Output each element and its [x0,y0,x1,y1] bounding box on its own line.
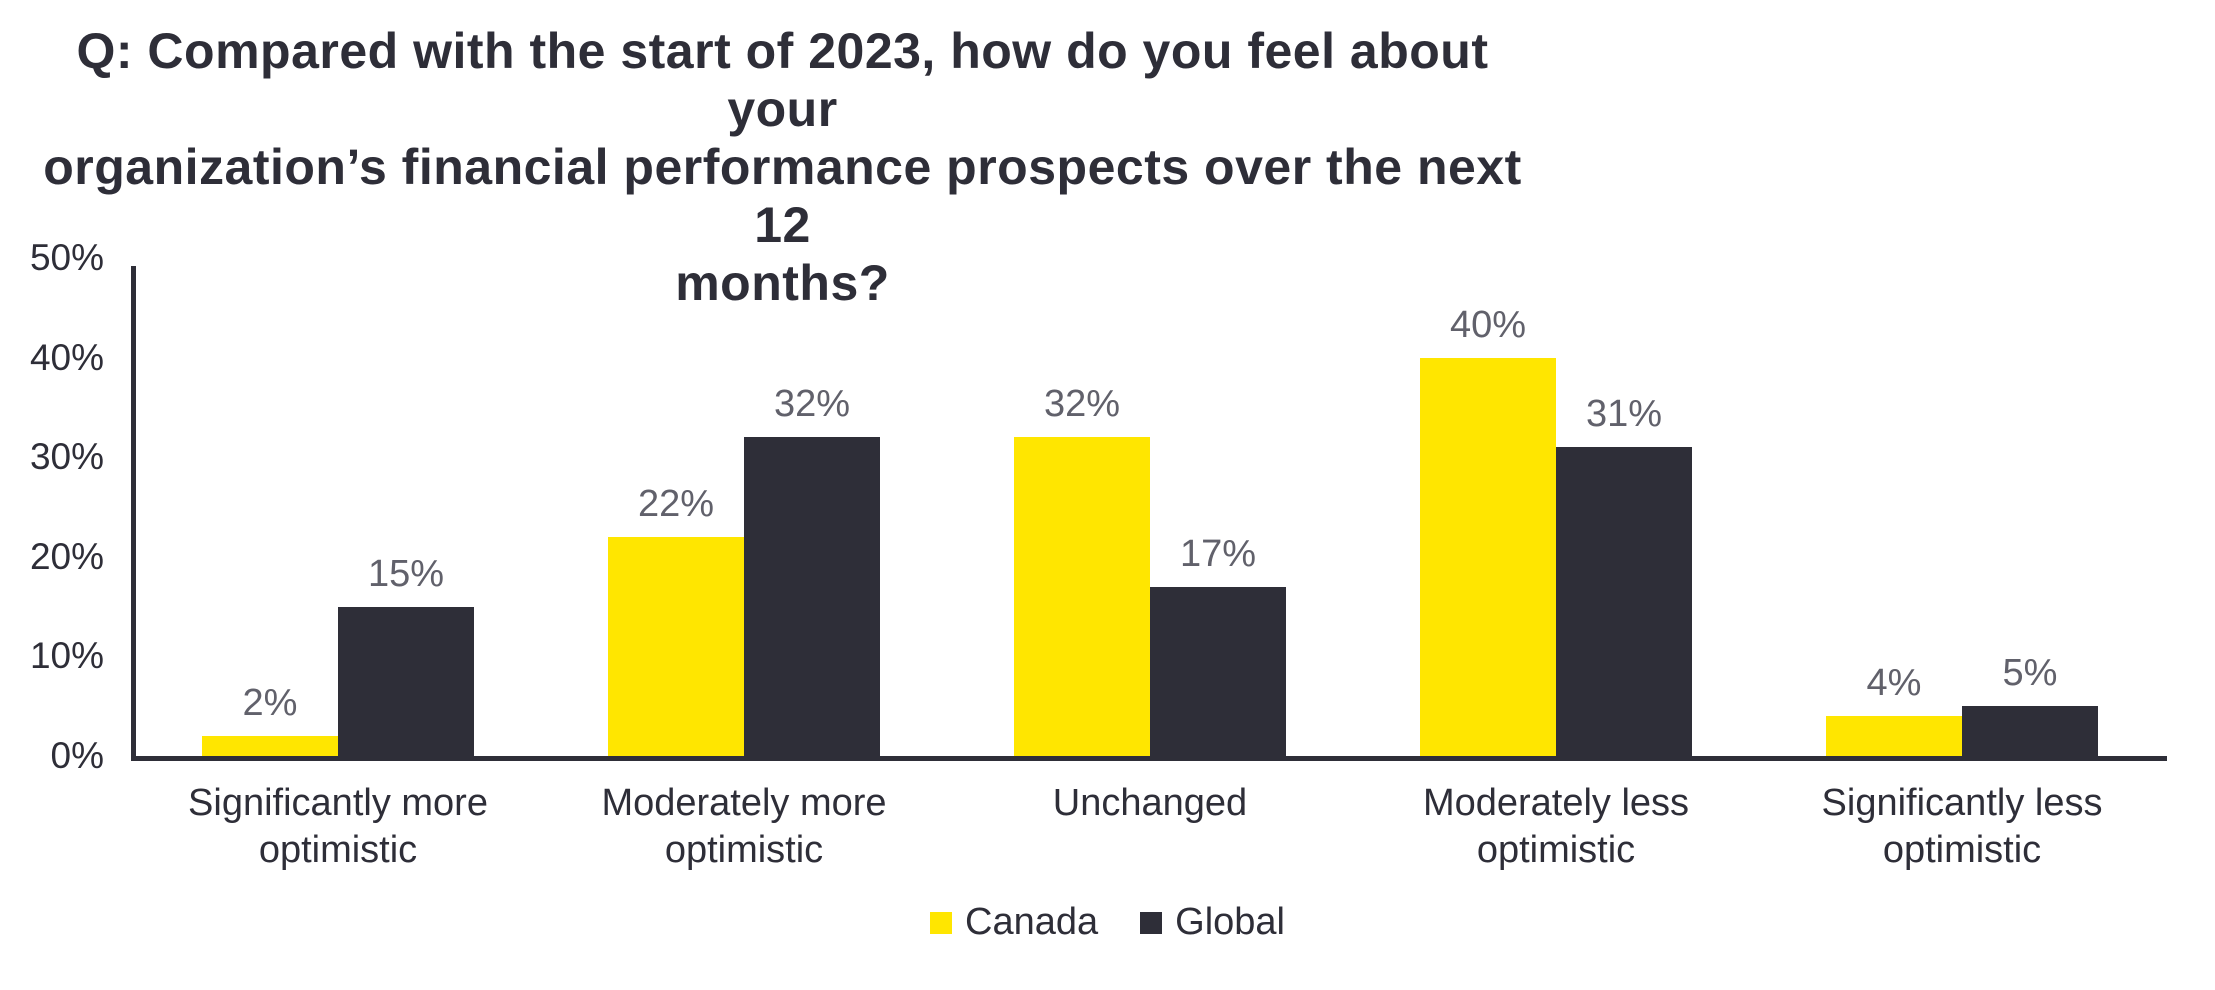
bar-value-label: 17% [1179,532,1257,575]
category-label: Moderately more optimistic [601,782,887,871]
legend-item-canada: Canada [930,901,1098,944]
y-tick-label: 20% [29,535,104,577]
legend-label: Global [1175,901,1285,943]
legend: Canada Global [0,901,2215,944]
bar-canada-5 [1826,716,1962,756]
y-tick-label: 0% [50,735,104,776]
bar-value-label: 40% [1449,303,1527,346]
bar-value-label: 15% [367,552,445,595]
bar-value-label: 5% [2002,652,2058,695]
chart-title: Q: Compared with the start of 2023, how … [20,22,1545,312]
legend-label: Canada [965,901,1099,943]
category-label: Unchanged [1052,782,1248,824]
bar-canada-3 [1014,437,1150,756]
chart-title-line-3: months? [675,255,890,311]
legend-item-global: Global [1140,901,1285,944]
bar-global-4 [1556,447,1692,756]
category-label: Significantly more optimistic [188,782,488,871]
bar-value-label: 31% [1585,393,1663,436]
y-tick-label: 10% [29,635,104,677]
y-axis-line [131,266,136,761]
x-axis-line [131,756,2167,761]
chart-title-line-2: organization’s financial performance pro… [43,139,1522,253]
bar-global-3 [1150,586,1286,756]
y-tick-label: 30% [29,436,104,478]
y-tick-label: 40% [29,336,104,378]
bar-global-5 [1962,706,2098,756]
category-label: Moderately less optimistic [1422,782,1690,871]
bar-value-label: 32% [1043,383,1121,426]
bar-value-label: 32% [773,383,851,426]
bar-global-2 [744,437,880,756]
category-label: Significantly less optimistic [1821,782,2103,871]
bar-value-label: 2% [242,682,298,725]
bar-canada-4 [1420,357,1556,756]
bar-global-1 [338,606,474,756]
bar-value-label: 22% [637,482,715,525]
bar-canada-2 [608,536,744,756]
y-tick-label: 50% [29,237,104,278]
bar-value-label: 4% [1866,662,1922,705]
legend-swatch-icon [930,911,953,934]
chart-title-line-1: Q: Compared with the start of 2023, how … [76,23,1489,137]
legend-swatch-icon [1140,911,1163,934]
bar-canada-1 [202,736,338,756]
